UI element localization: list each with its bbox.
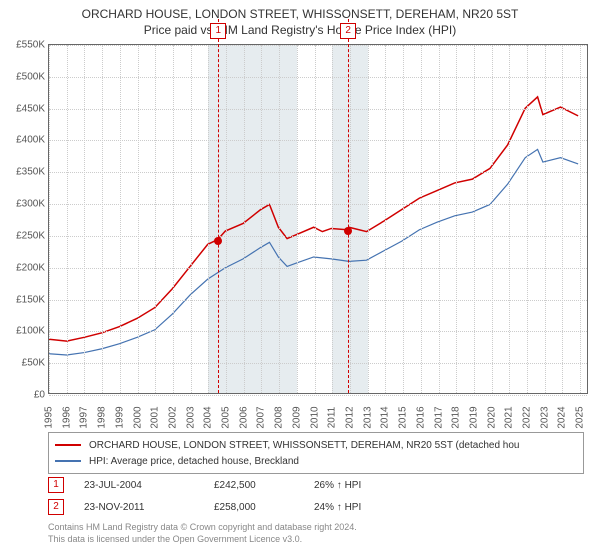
y-axis-label: £200K	[7, 262, 45, 273]
x-axis-label: 2023	[539, 406, 550, 428]
sale-pct: 26% ↑ HPI	[314, 480, 394, 491]
chart-area: £0£50K£100K£150K£200K£250K£300K£350K£400…	[48, 44, 588, 394]
footer-line: This data is licensed under the Open Gov…	[48, 534, 584, 546]
line-layer	[49, 45, 587, 393]
x-axis-label: 1996	[61, 406, 72, 428]
chart-marker-box: 1	[210, 23, 226, 39]
y-axis-label: £150K	[7, 294, 45, 305]
sale-point-marker	[344, 227, 352, 235]
legend-item-property: ORCHARD HOUSE, LONDON STREET, WHISSONSET…	[55, 437, 577, 453]
legend-label: HPI: Average price, detached house, Brec…	[89, 456, 299, 467]
x-axis-label: 2017	[433, 406, 444, 428]
sale-date: 23-NOV-2011	[84, 502, 194, 513]
footer-line: Contains HM Land Registry data © Crown c…	[48, 522, 584, 534]
footer-attribution: Contains HM Land Registry data © Crown c…	[48, 522, 584, 545]
y-axis-label: £500K	[7, 71, 45, 82]
sale-pct: 24% ↑ HPI	[314, 502, 394, 513]
series-hpi	[49, 149, 578, 355]
x-axis-label: 2022	[522, 406, 533, 428]
x-axis-label: 2013	[362, 406, 373, 428]
chart-subtitle: Price paid vs. HM Land Registry's House …	[0, 23, 600, 41]
x-axis-label: 2020	[486, 406, 497, 428]
sale-row: 1 23-JUL-2004 £242,500 26% ↑ HPI	[48, 474, 584, 496]
x-axis-label: 2004	[203, 406, 214, 428]
x-axis-label: 2015	[398, 406, 409, 428]
y-axis-label: £250K	[7, 230, 45, 241]
x-axis-label: 2014	[380, 406, 391, 428]
chart-container: ORCHARD HOUSE, LONDON STREET, WHISSONSET…	[0, 0, 600, 560]
x-axis-label: 2008	[274, 406, 285, 428]
x-axis-label: 2019	[468, 406, 479, 428]
chart-marker-box: 2	[340, 23, 356, 39]
x-axis-label: 2002	[167, 406, 178, 428]
plot-region: £0£50K£100K£150K£200K£250K£300K£350K£400…	[48, 44, 588, 394]
x-axis-label: 2005	[221, 406, 232, 428]
legend-label: ORCHARD HOUSE, LONDON STREET, WHISSONSET…	[89, 440, 519, 451]
sale-price: £242,500	[214, 480, 294, 491]
legend-item-hpi: HPI: Average price, detached house, Brec…	[55, 453, 577, 469]
legend-box: ORCHARD HOUSE, LONDON STREET, WHISSONSET…	[48, 432, 584, 474]
y-axis-label: £450K	[7, 103, 45, 114]
sale-marker-icon: 1	[48, 477, 64, 493]
sale-price: £258,000	[214, 502, 294, 513]
sale-row: 2 23-NOV-2011 £258,000 24% ↑ HPI	[48, 496, 584, 518]
x-axis-label: 2003	[185, 406, 196, 428]
x-axis-label: 1998	[97, 406, 108, 428]
sale-marker-icon: 2	[48, 499, 64, 515]
x-axis-label: 1995	[44, 406, 55, 428]
series-property	[49, 97, 578, 341]
x-axis-label: 2012	[344, 406, 355, 428]
y-axis-label: £300K	[7, 199, 45, 210]
y-axis-label: £550K	[7, 40, 45, 51]
x-axis-label: 2007	[256, 406, 267, 428]
x-axis-label: 2006	[238, 406, 249, 428]
sales-table: 1 23-JUL-2004 £242,500 26% ↑ HPI 2 23-NO…	[48, 474, 584, 518]
x-axis-label: 2024	[557, 406, 568, 428]
y-axis-label: £0	[7, 390, 45, 401]
legend-swatch	[55, 444, 81, 446]
x-axis-label: 2011	[327, 407, 338, 429]
x-axis-label: 2001	[150, 406, 161, 428]
chart-title: ORCHARD HOUSE, LONDON STREET, WHISSONSET…	[0, 0, 600, 23]
x-axis-label: 1997	[79, 406, 90, 428]
sale-date: 23-JUL-2004	[84, 480, 194, 491]
x-axis-label: 2009	[291, 406, 302, 428]
y-axis-label: £350K	[7, 167, 45, 178]
x-axis-label: 2000	[132, 406, 143, 428]
y-axis-label: £400K	[7, 135, 45, 146]
sale-point-marker	[214, 237, 222, 245]
y-axis-label: £100K	[7, 326, 45, 337]
x-axis-label: 2021	[504, 406, 515, 428]
x-axis-label: 2025	[575, 406, 586, 428]
x-axis-label: 1999	[114, 406, 125, 428]
x-axis-label: 2010	[309, 406, 320, 428]
x-axis-label: 2018	[451, 406, 462, 428]
y-axis-label: £50K	[7, 358, 45, 369]
x-axis-label: 2016	[415, 406, 426, 428]
legend-swatch	[55, 460, 81, 462]
